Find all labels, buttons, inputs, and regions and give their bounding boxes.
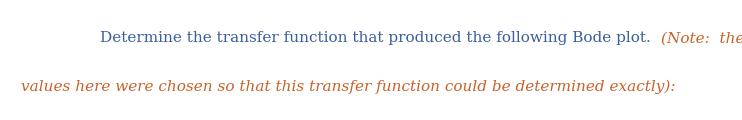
Text: values here were chosen so that this transfer function could be determined exact: values here were chosen so that this tra… <box>21 79 675 94</box>
Text: (Note:  the: (Note: the <box>660 31 742 45</box>
Text: Determine the transfer function that produced the following Bode plot.: Determine the transfer function that pro… <box>100 31 660 45</box>
